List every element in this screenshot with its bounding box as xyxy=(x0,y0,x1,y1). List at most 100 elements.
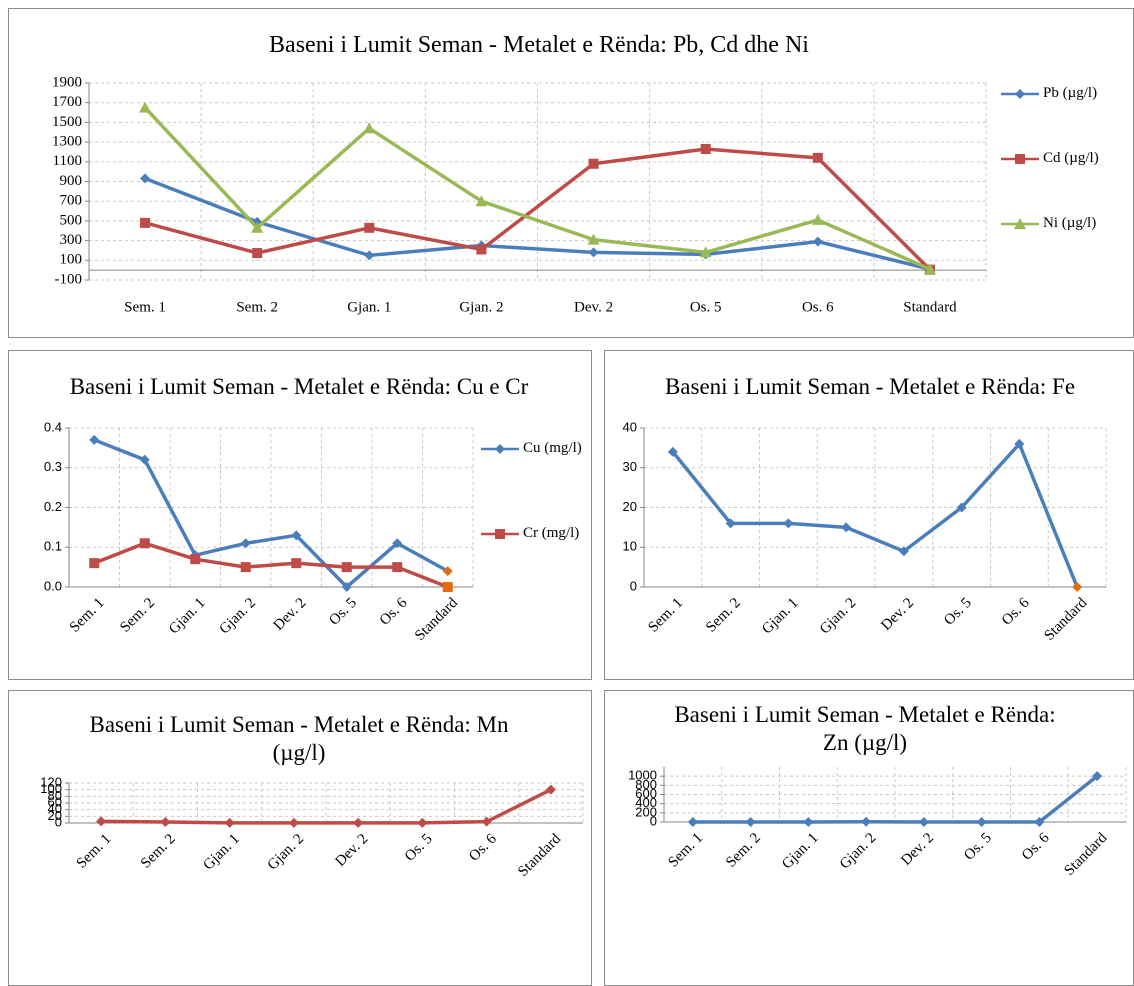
marker xyxy=(442,566,453,577)
chart-panel: -100 100 300 500 700 900 1100 1300 1500 1700 1900 S… xyxy=(8,8,1134,338)
marker xyxy=(364,250,375,261)
marker xyxy=(812,152,823,163)
marker xyxy=(918,817,929,827)
x-tick-label: Sem. 1 xyxy=(74,831,115,872)
marker xyxy=(588,158,599,169)
legend-entry: Ni (µg/l) xyxy=(1043,215,1097,231)
chart-title: Baseni i Lumit Seman - Metalet e Rënda: … xyxy=(674,702,1056,755)
x-tick-label: Os. 6 xyxy=(377,595,411,629)
x-tick-label: Os. 6 xyxy=(802,299,834,315)
y-tick-label: 100 xyxy=(60,252,83,268)
x-tick-label: Sem. 1 xyxy=(124,299,166,315)
marker xyxy=(1014,218,1026,229)
series-line xyxy=(671,442,1079,588)
x-tick-label: Os. 5 xyxy=(690,299,722,315)
y-tick-label: 0.3 xyxy=(44,459,62,474)
x-tick-label: Dev. 2 xyxy=(332,831,371,870)
x-tick-label: Standard xyxy=(903,299,957,315)
marker xyxy=(841,522,852,533)
marker xyxy=(476,244,487,255)
marker xyxy=(803,817,814,827)
marker xyxy=(288,817,299,828)
marker xyxy=(363,122,376,134)
y-tick-label: 40 xyxy=(623,419,637,434)
chart-title: Baseni i Lumit Seman - Metalet e Rënda: … xyxy=(664,374,1076,399)
legend-entry: Cu (mg/l) xyxy=(523,440,582,456)
y-tick-label: 20 xyxy=(48,808,62,823)
x-tick-label: Dev. 2 xyxy=(898,830,937,869)
y-tick-label: 200 xyxy=(635,804,657,819)
chart-panel: 0.0 0.1 0.2 0.3 0.4 Sem. 1 Sem. 2 Gjan. 1 Gjan. … xyxy=(8,350,592,680)
marker xyxy=(956,502,967,513)
marker xyxy=(587,233,600,245)
y-tick-label: 0.1 xyxy=(44,539,62,554)
series-line xyxy=(93,438,449,589)
marker xyxy=(475,195,488,207)
marker xyxy=(89,434,100,445)
x-tick-label: Gjan. 2 xyxy=(459,299,503,315)
x-tick-label: Os. 6 xyxy=(1019,830,1053,864)
x-tick-label: Sem. 1 xyxy=(665,830,706,871)
marker xyxy=(976,817,987,827)
chart-title: Baseni i Lumit Seman - Metalet e Rënda: … xyxy=(89,712,509,765)
marker xyxy=(341,582,352,592)
x-tick-label: Gjan. 1 xyxy=(347,299,391,315)
x-tick-label: Gjan. 2 xyxy=(837,830,880,873)
marker xyxy=(495,529,505,539)
chart: 0.0 0.1 0.2 0.3 0.4 Sem. 1 Sem. 2 Gjan. 1 Gjan. … xyxy=(44,419,519,644)
marker xyxy=(417,817,428,828)
marker xyxy=(392,538,403,549)
x-tick-label: Gjan. 1 xyxy=(759,595,802,638)
x-tick-label: Os. 6 xyxy=(466,831,500,865)
y-tick-label: 10 xyxy=(623,539,637,554)
y-tick-label: 1300 xyxy=(52,134,82,150)
y-tick-label: 0 xyxy=(650,813,657,828)
chart-panel: 0 200 400 600 800 1000 Sem. 1 Sem. 2 Gjan. 1 Gjan… xyxy=(604,690,1134,986)
y-tick-label: 60 xyxy=(48,794,62,809)
marker xyxy=(442,582,453,592)
y-tick-label: 0.2 xyxy=(44,499,62,514)
marker xyxy=(240,562,251,573)
marker xyxy=(251,221,264,233)
marker xyxy=(481,816,492,827)
marker xyxy=(1015,89,1025,99)
marker xyxy=(725,518,736,529)
marker xyxy=(160,817,171,827)
y-tick-label: 900 xyxy=(60,173,83,189)
marker xyxy=(139,538,150,549)
marker xyxy=(96,816,107,827)
y-tick-label: 0.0 xyxy=(44,578,62,593)
y-tick-label: 1700 xyxy=(52,94,82,110)
x-tick-label: Gjan. 2 xyxy=(216,595,259,638)
legend-entry: Cr (mg/l) xyxy=(523,525,580,541)
x-tick-label: Os. 5 xyxy=(402,831,436,865)
x-tick-label: Sem. 2 xyxy=(723,830,764,871)
x-tick-label: Sem. 2 xyxy=(236,299,278,315)
x-tick-label: Gjan. 2 xyxy=(817,595,860,638)
legend-entry: Pb (µg/l) xyxy=(1043,85,1098,101)
x-tick-label: Dev. 2 xyxy=(878,595,917,634)
y-tick-label: 0.4 xyxy=(44,419,62,434)
y-tick-label: 1100 xyxy=(53,153,82,169)
x-tick-label: Gjan. 1 xyxy=(200,831,243,874)
x-tick-label: Standard xyxy=(515,831,564,880)
series-line xyxy=(144,176,931,271)
marker xyxy=(392,562,403,573)
marker xyxy=(291,558,302,569)
marker xyxy=(812,236,823,247)
x-tick-label: Gjan. 1 xyxy=(779,830,822,873)
marker xyxy=(252,248,263,259)
x-tick-label: Gjan. 1 xyxy=(166,595,209,638)
x-tick-label: Dev. 2 xyxy=(574,299,613,315)
marker xyxy=(139,101,152,113)
y-tick-label: 800 xyxy=(635,777,657,792)
marker xyxy=(291,530,302,541)
marker xyxy=(140,173,151,184)
series-line xyxy=(143,106,931,271)
series-line xyxy=(692,774,1099,824)
x-tick-label: Dev. 2 xyxy=(271,595,310,634)
x-tick-label: Sem. 2 xyxy=(703,595,744,636)
y-tick-label: 40 xyxy=(48,801,62,816)
x-tick-label: Os. 5 xyxy=(961,830,995,864)
